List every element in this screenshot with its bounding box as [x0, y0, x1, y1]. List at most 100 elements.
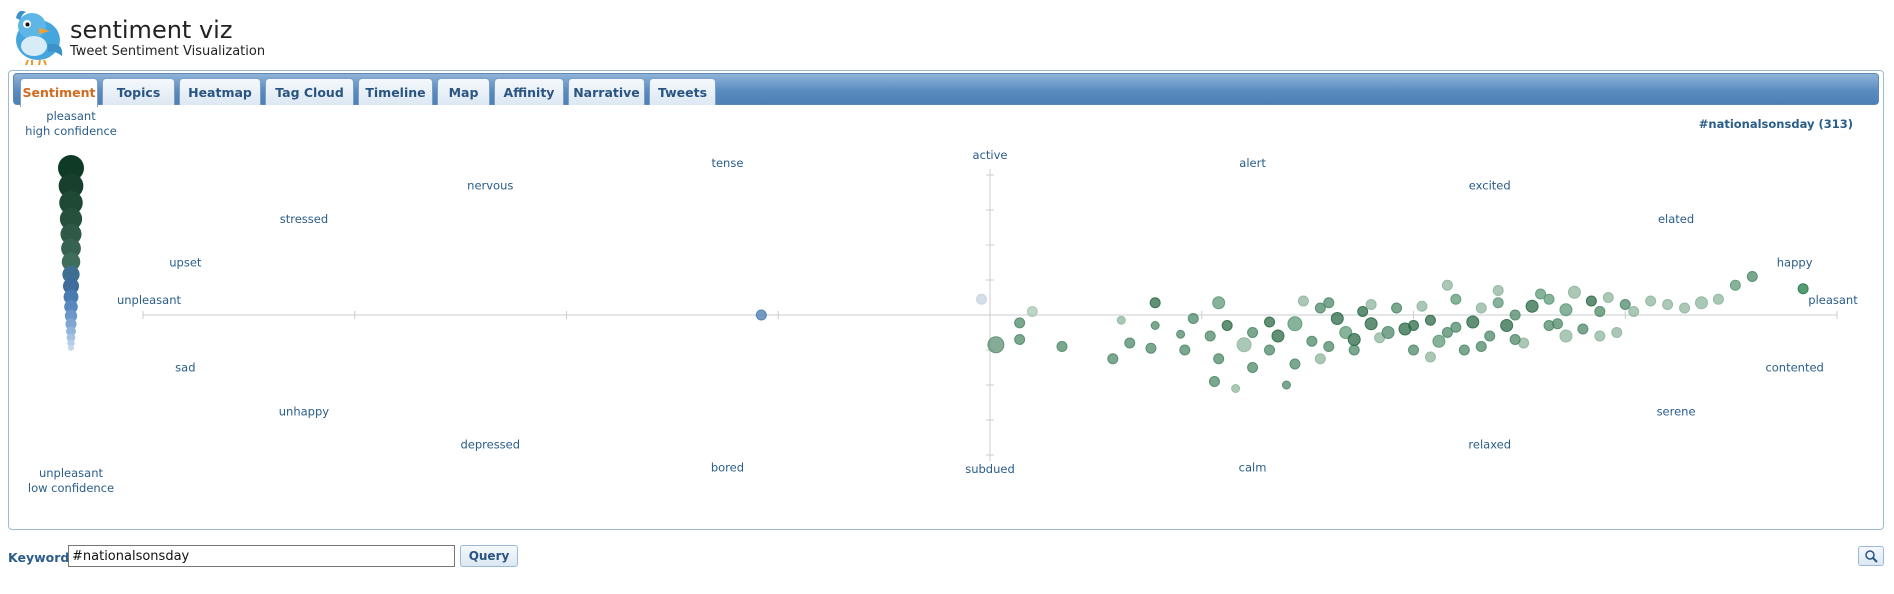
tweet-point[interactable] — [987, 336, 1005, 354]
tweet-point[interactable] — [1475, 302, 1487, 314]
tweet-point[interactable] — [1231, 384, 1241, 393]
tweet-point[interactable] — [1187, 313, 1199, 324]
tweet-point[interactable] — [1432, 334, 1446, 348]
tweet-point[interactable] — [1213, 353, 1225, 365]
tweet-point[interactable] — [1330, 312, 1344, 325]
tweet-point[interactable] — [1611, 327, 1623, 338]
tweet-point[interactable] — [1287, 316, 1303, 332]
query-button[interactable]: Query — [460, 545, 518, 567]
tweet-point[interactable] — [1357, 306, 1369, 317]
tab-sentiment[interactable]: Sentiment — [20, 78, 98, 107]
tweet-point[interactable] — [1314, 302, 1326, 314]
tweet-point[interactable] — [1441, 279, 1453, 291]
tab-narrative[interactable]: Narrative — [568, 78, 645, 105]
tweet-point[interactable] — [1712, 293, 1724, 305]
tweet-point[interactable] — [1014, 334, 1026, 345]
tweet-point[interactable] — [1208, 376, 1220, 387]
tweet-point[interactable] — [1619, 299, 1631, 310]
tweet-point[interactable] — [1221, 320, 1233, 331]
tweet-point[interactable] — [1543, 320, 1555, 331]
tweet-point[interactable] — [1797, 283, 1809, 295]
tweet-point[interactable] — [976, 293, 988, 305]
tweet-point[interactable] — [1729, 279, 1741, 291]
tweet-point[interactable] — [1585, 295, 1597, 307]
tab-tweets[interactable]: Tweets — [649, 78, 716, 105]
tweet-point[interactable] — [1297, 295, 1309, 307]
tweet-point[interactable] — [1176, 329, 1186, 339]
zoom-button[interactable] — [1858, 546, 1884, 566]
tweet-point[interactable] — [1441, 327, 1453, 338]
tweet-point[interactable] — [1236, 337, 1252, 353]
tweet-point[interactable] — [1150, 321, 1160, 330]
tweet-point[interactable] — [1535, 288, 1547, 300]
tweet-point[interactable] — [1450, 321, 1462, 333]
tweet-point[interactable] — [1204, 330, 1216, 342]
tweet-point[interactable] — [1694, 296, 1708, 310]
tweet-point[interactable] — [1662, 299, 1674, 310]
tweet-point[interactable] — [1577, 323, 1589, 335]
tweet-point[interactable] — [1323, 341, 1335, 352]
tweet-point[interactable] — [1509, 309, 1521, 321]
tweet-point[interactable] — [1484, 330, 1496, 342]
tweet-point[interactable] — [1645, 295, 1657, 307]
tab-timeline[interactable]: Timeline — [358, 78, 433, 105]
tweet-point[interactable] — [1475, 341, 1487, 352]
tweet-point[interactable] — [1264, 344, 1276, 356]
tweet-point[interactable] — [1424, 351, 1436, 363]
tab-topics[interactable]: Topics — [102, 78, 175, 105]
tweet-point[interactable] — [1289, 358, 1301, 370]
tweet-point[interactable] — [1543, 293, 1555, 305]
tab-affinity[interactable]: Affinity — [494, 78, 564, 105]
tweet-point[interactable] — [1116, 315, 1126, 325]
tweet-point[interactable] — [1450, 293, 1462, 305]
tweet-point[interactable] — [1145, 342, 1157, 354]
tweet-point[interactable] — [1500, 319, 1514, 332]
tweet-point[interactable] — [1567, 285, 1581, 299]
tweet-point[interactable] — [1365, 299, 1377, 310]
tweet-point[interactable] — [1306, 335, 1318, 347]
tweet-point[interactable] — [1408, 320, 1419, 331]
tweet-point[interactable] — [1107, 353, 1119, 365]
tweet-point[interactable] — [1679, 302, 1691, 314]
tweet-point[interactable] — [1492, 297, 1504, 309]
tweet-point[interactable] — [1559, 329, 1573, 343]
tweet-point[interactable] — [1602, 292, 1614, 303]
keywords-input[interactable] — [68, 545, 455, 567]
tweet-point[interactable] — [1364, 317, 1378, 331]
tweet-point[interactable] — [1149, 297, 1161, 309]
tweet-point[interactable] — [1492, 285, 1504, 296]
tweet-point[interactable] — [1466, 315, 1480, 329]
tweet-point[interactable] — [1247, 362, 1259, 373]
tweet-point[interactable] — [1339, 326, 1353, 339]
tab-tag-cloud[interactable]: Tag Cloud — [265, 78, 354, 105]
tweet-point[interactable] — [1381, 326, 1395, 339]
tweet-point[interactable] — [1271, 329, 1285, 343]
tweet-point[interactable] — [1014, 317, 1026, 329]
tweet-point[interactable] — [1509, 334, 1521, 345]
tab-map[interactable]: Map — [437, 78, 490, 105]
tweet-point[interactable] — [1281, 380, 1291, 390]
tweet-point[interactable] — [1264, 316, 1276, 328]
tweet-point[interactable] — [1323, 297, 1335, 309]
tweet-point[interactable] — [1594, 306, 1606, 317]
tweet-point[interactable] — [1179, 344, 1191, 356]
tweet-point[interactable] — [1212, 296, 1226, 310]
tweet-point[interactable] — [1347, 333, 1361, 346]
tweet-point[interactable] — [1628, 306, 1640, 317]
tweet-point[interactable] — [1458, 344, 1470, 356]
tweet-point[interactable] — [1314, 353, 1326, 365]
tweet-point[interactable] — [1416, 300, 1428, 312]
tweet-point[interactable] — [1594, 330, 1606, 342]
tweet-point[interactable] — [1408, 344, 1419, 356]
tweet-point[interactable] — [1026, 306, 1038, 317]
tweet-point[interactable] — [1348, 344, 1360, 356]
tweet-point[interactable] — [1525, 299, 1539, 313]
tweet-point[interactable] — [1424, 314, 1436, 326]
tweet-point[interactable] — [1056, 341, 1068, 352]
tweet-point[interactable] — [1391, 302, 1403, 314]
tweet-point[interactable] — [1247, 327, 1259, 338]
tweet-point[interactable] — [755, 309, 767, 321]
tweet-point[interactable] — [1559, 303, 1573, 317]
tweet-point[interactable] — [1746, 271, 1758, 282]
tab-heatmap[interactable]: Heatmap — [179, 78, 261, 105]
